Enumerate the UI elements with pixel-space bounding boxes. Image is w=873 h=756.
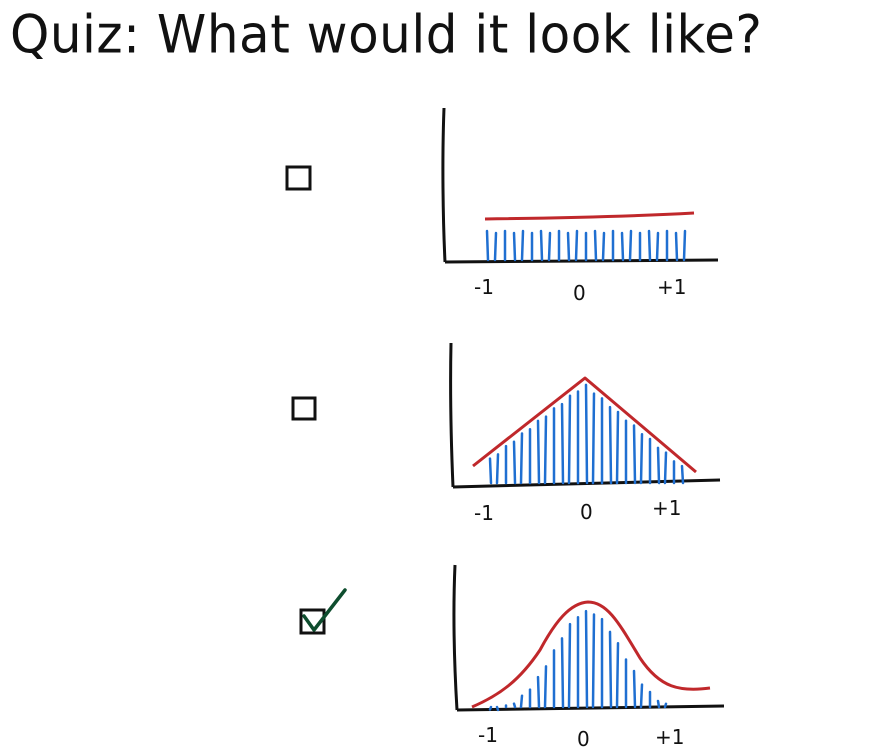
histogram-bar: [584, 609, 589, 709]
histogram-bar: [620, 231, 625, 262]
histogram-bar: [560, 637, 565, 709]
y-axis: [452, 564, 459, 711]
histogram-bar: [512, 231, 517, 262]
histogram-bar: [488, 705, 493, 711]
histogram-bar: [628, 229, 633, 262]
tick-label-minus-one: -1: [478, 723, 498, 747]
density-curve-triangular: [472, 376, 697, 474]
tick-label-zero: 0: [573, 281, 586, 305]
x-axis: [444, 258, 719, 264]
tick-label-plus-one: +1: [655, 725, 684, 749]
distribution-plot-triangular: -1 0 +1: [449, 342, 721, 525]
tick-label-minus-one: -1: [474, 275, 494, 299]
answer-checkbox-uniform[interactable]: [285, 165, 312, 191]
histogram-bar: [591, 392, 596, 485]
histogram-bar: [493, 231, 498, 262]
histogram-bar: [656, 699, 661, 709]
histogram-bar: [647, 229, 652, 262]
histogram-bars-uniform: [485, 229, 687, 262]
tick-label-zero: 0: [577, 727, 590, 751]
histogram-bar: [608, 405, 613, 485]
histogram-bar: [536, 675, 541, 709]
tick-label-plus-one: +1: [652, 496, 681, 520]
histogram-bar: [512, 440, 517, 485]
histogram-bar: [663, 451, 668, 485]
histogram-bar: [632, 424, 637, 485]
histogram-bar: [682, 229, 687, 262]
histogram-bar: [574, 229, 579, 262]
histogram-bar: [655, 231, 660, 262]
y-axis: [449, 342, 455, 488]
histogram-bar: [656, 446, 661, 485]
quiz-option-bell: -1 0 +1: [299, 564, 725, 751]
histogram-bar: [519, 432, 524, 485]
tick-label-minus-one: -1: [474, 501, 494, 525]
histogram-bar: [663, 702, 668, 709]
histogram-bar: [495, 705, 500, 712]
x-axis: [456, 704, 725, 712]
tick-label-plus-one: +1: [657, 275, 686, 299]
histogram-bar: [601, 231, 606, 262]
histogram-bar: [560, 402, 565, 485]
histogram-bar: [639, 683, 644, 709]
histogram-bar: [536, 419, 541, 485]
density-curve-uniform: [484, 211, 695, 221]
histogram-bar: [567, 394, 572, 485]
histogram-bar: [680, 464, 685, 485]
answer-checkbox-triangular[interactable]: [291, 396, 317, 421]
histogram-bar: [543, 665, 548, 709]
histogram-bar: [485, 229, 490, 262]
histogram-bar: [584, 383, 589, 485]
histogram-bar: [608, 630, 613, 709]
histogram-bar: [632, 669, 637, 709]
histogram-bar: [488, 457, 493, 485]
histogram-bar: [519, 694, 524, 709]
density-curve-bell: [471, 600, 711, 709]
distribution-plot-bell: -1 0 +1: [452, 564, 725, 751]
histogram-bar: [567, 622, 572, 709]
histogram-bar: [539, 229, 544, 262]
page-title: Quiz: What would it look like?: [10, 4, 763, 65]
distribution-plot-uniform: -1 0 +1: [441, 107, 719, 305]
histogram-bar: [674, 231, 679, 262]
histogram-bar: [615, 641, 620, 709]
histogram-bar: [547, 231, 552, 262]
answer-checkbox-bell[interactable]: [299, 608, 326, 635]
histogram-bar: [543, 415, 548, 485]
histogram-bar: [591, 613, 596, 709]
tick-label-zero: 0: [580, 500, 593, 524]
histogram-bar: [639, 433, 644, 485]
histogram-bar: [512, 702, 517, 709]
y-axis: [441, 107, 447, 263]
histogram-bar: [520, 229, 525, 262]
histogram-bar: [593, 229, 598, 262]
histogram-bars-bell: [488, 609, 668, 712]
checkmark-icon: [302, 588, 347, 632]
histogram-bar: [495, 453, 500, 485]
histogram-bar: [615, 410, 620, 485]
histogram-bar: [566, 231, 571, 262]
quiz-option-uniform: -1 0 +1: [285, 107, 719, 305]
quiz-option-triangular: -1 0 +1: [291, 342, 721, 525]
histogram-bars-triangular: [488, 383, 685, 485]
